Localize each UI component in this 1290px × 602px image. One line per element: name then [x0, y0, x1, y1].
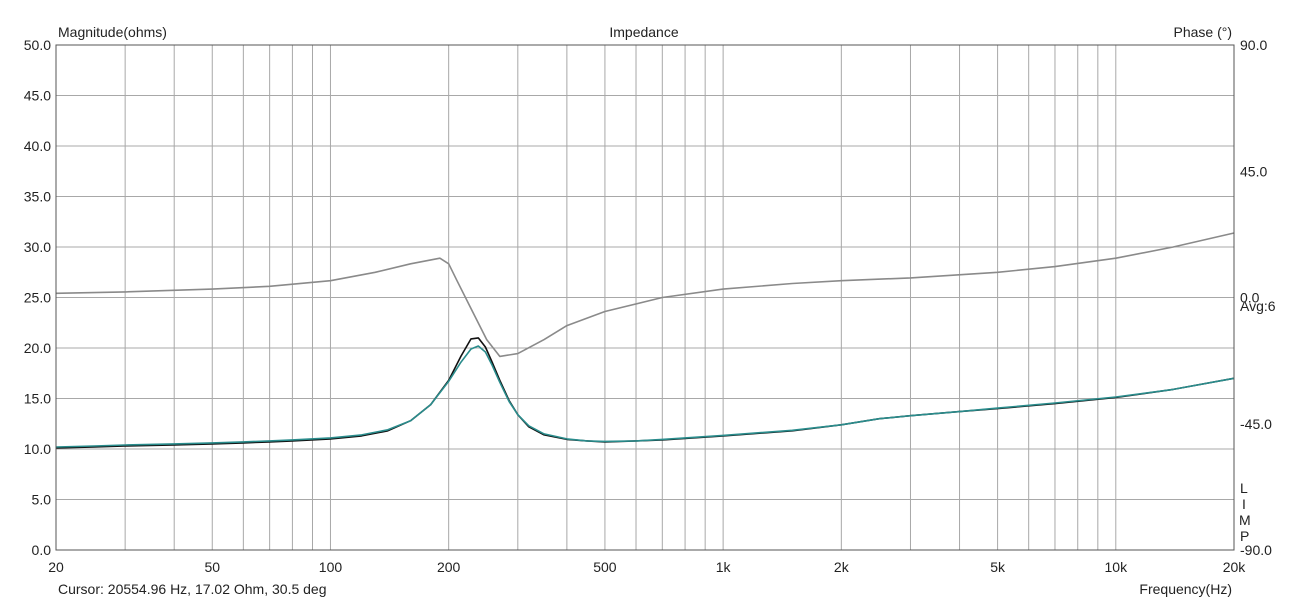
x-tick-label: 2k — [834, 559, 850, 575]
x-tick-label: 10k — [1105, 559, 1129, 575]
y-tick-label: 40.0 — [24, 138, 51, 154]
y2-tick-label: 0.0 — [1240, 290, 1260, 306]
x-tick-label: 200 — [437, 559, 461, 575]
y-tick-label: 30.0 — [24, 239, 51, 255]
x-axis-title: Frequency(Hz) — [1139, 581, 1232, 597]
avg-label: Avg:6 — [1240, 298, 1276, 314]
magnitude-series-teal — [55, 345, 1235, 448]
y-tick-label: 10.0 — [24, 441, 51, 457]
cursor-readout: Cursor: 20554.96 Hz, 17.02 Ohm, 30.5 deg — [58, 581, 327, 597]
y2-tick-label: -90.0 — [1240, 542, 1272, 558]
left-axis-title: Magnitude(ohms) — [58, 24, 167, 40]
right-axis-title: Phase (°) — [1173, 24, 1232, 40]
y2-tick-label: -45.0 — [1240, 416, 1272, 432]
limp-letter-m: M — [1239, 512, 1251, 528]
y2-tick-label: 90.0 — [1240, 37, 1267, 53]
series-layer — [55, 232, 1235, 449]
limp-letter-i: I — [1242, 496, 1246, 512]
y-tick-label: 0.0 — [32, 542, 52, 558]
plot-frame — [55, 44, 1235, 551]
x-tick-label: 5k — [990, 559, 1006, 575]
y2-tick-label: 45.0 — [1240, 163, 1267, 179]
tick-label-layer: 50.0 45.0 40.0 35.0 30.0 25.0 20.0 15.0 10.0 5.0 0… — [24, 37, 1272, 575]
x-tick-label: 20k — [1223, 559, 1247, 575]
grid-layer — [55, 44, 1235, 551]
y-tick-label: 35.0 — [24, 189, 51, 205]
y-tick-label: 25.0 — [24, 290, 51, 306]
y-tick-label: 5.0 — [32, 492, 52, 508]
chart-title: Impedance — [609, 24, 678, 40]
y-tick-label: 50.0 — [24, 37, 51, 53]
y-tick-label: 15.0 — [24, 391, 51, 407]
x-tick-label: 20 — [48, 559, 64, 575]
y-tick-label: 45.0 — [24, 88, 51, 104]
y-tick-label: 20.0 — [24, 340, 51, 356]
x-tick-label: 100 — [319, 559, 343, 575]
x-tick-label: 1k — [716, 559, 732, 575]
limp-letter-l: L — [1240, 480, 1248, 496]
x-tick-label: 50 — [204, 559, 220, 575]
limp-letter-p: P — [1240, 528, 1249, 544]
x-tick-label: 500 — [593, 559, 617, 575]
phase-series — [55, 232, 1235, 358]
